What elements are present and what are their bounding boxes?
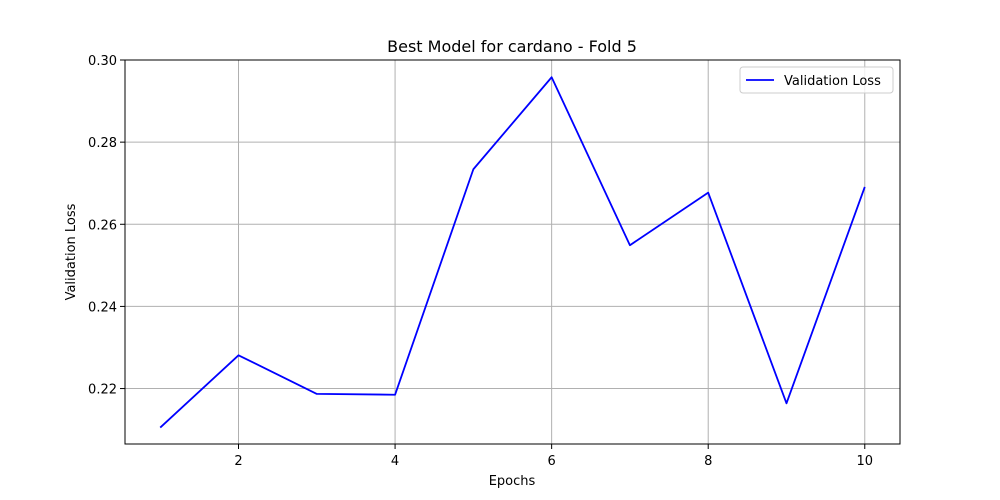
series-layer — [159, 76, 866, 429]
legend-entry-validation-loss: Validation Loss — [784, 74, 881, 89]
legend-box — [739, 66, 894, 94]
x-tick-label: 8 — [704, 454, 712, 469]
legend: Validation Loss — [739, 66, 894, 94]
y-tick-label: 0.24 — [88, 300, 117, 315]
x-tick-label: 2 — [234, 454, 242, 469]
x-tick-label: 10 — [856, 454, 873, 469]
y-axis-label: Validation Loss — [64, 203, 79, 300]
series-line-validation-loss — [159, 76, 866, 429]
tick-layer: 2 4 6 8 10 0.22 0.24 0.26 0.28 0.30 — [88, 54, 873, 469]
y-tick-label: 0.26 — [88, 218, 117, 233]
plot-frame — [124, 59, 901, 445]
x-tick-label: 4 — [391, 454, 399, 469]
x-axis-label: Epochs — [489, 474, 536, 489]
chart-title: Best Model for cardano - Fold 5 — [387, 37, 637, 56]
x-tick-label: 6 — [548, 454, 556, 469]
y-tick-label: 0.28 — [88, 136, 117, 151]
y-tick-label: 0.30 — [88, 54, 117, 69]
y-tick-label: 0.22 — [88, 383, 117, 398]
